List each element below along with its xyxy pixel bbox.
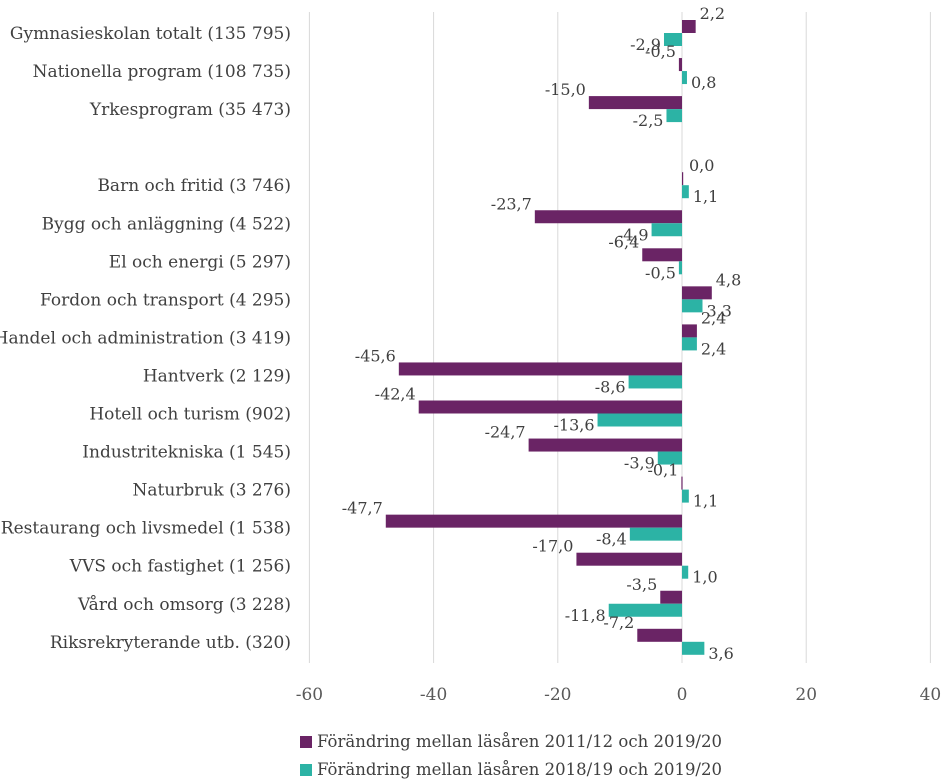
category-label: Bygg och anläggning (4 522) [42, 214, 291, 234]
bar-series1 [418, 400, 682, 414]
bar-series1 [682, 20, 696, 33]
value-label-series1: -42,4 [375, 385, 416, 404]
bar-series2 [628, 375, 682, 389]
x-tick-label: -40 [420, 685, 447, 705]
x-tick-label: 0 [677, 685, 688, 705]
value-label-series2: -0,5 [645, 263, 676, 282]
legend-label-series2: Förändring mellan läsåren 2018/19 och 20… [317, 760, 722, 779]
category-label: Barn och fritid (3 746) [97, 176, 291, 196]
category-label: Gymnasieskolan totalt (135 795) [10, 24, 291, 44]
value-label-series2: -2,9 [630, 35, 661, 54]
category-label: Vård och omsorg (3 228) [77, 595, 291, 615]
legend-item-series1: Förändring mellan läsåren 2011/12 och 20… [300, 732, 722, 751]
bar-series1 [682, 172, 684, 186]
bar-series1 [682, 324, 697, 338]
value-label-series1: -23,7 [491, 194, 532, 213]
category-label: Naturbruk (3 276) [132, 481, 291, 501]
value-label-series1: -7,2 [603, 613, 634, 632]
bar-series2 [682, 185, 689, 199]
bar-series2 [682, 71, 687, 85]
value-label-series2: 1,1 [693, 187, 718, 206]
value-label-series1: -0,1 [648, 461, 679, 480]
bar-series1 [678, 58, 682, 72]
bar-series1 [682, 286, 712, 300]
legend-swatch-series2 [300, 763, 312, 776]
bar-series1 [528, 438, 682, 452]
value-label-series2: 2,4 [701, 339, 726, 358]
value-label-series1: 0,0 [689, 156, 714, 175]
category-label: Yrkesprogram (35 473) [89, 100, 291, 120]
bar-series2 [597, 413, 682, 427]
value-label-series1: -3,5 [626, 575, 657, 594]
bar-series1 [534, 210, 682, 224]
legend-item-series2: Förändring mellan läsåren 2018/19 och 20… [300, 760, 722, 779]
bar-series2 [678, 261, 682, 275]
value-label-series1: 4,8 [716, 270, 741, 289]
value-label-series1: -45,6 [355, 346, 396, 365]
category-label: VVS och fastighet (1 256) [69, 557, 291, 577]
bar-series2 [651, 223, 682, 237]
value-label-series2: -8,6 [595, 377, 626, 396]
value-label-series2: -13,6 [554, 416, 595, 435]
bar-series2 [663, 33, 682, 46]
value-label-series1: -15,0 [545, 80, 586, 99]
value-label-series1: -17,0 [532, 537, 573, 556]
x-tick-label: 20 [795, 685, 817, 705]
bar-series2 [682, 565, 689, 579]
category-label: Fordon och transport (4 295) [40, 290, 291, 310]
value-label-series1: -6,4 [608, 232, 639, 251]
value-label-series2: 0,8 [691, 73, 716, 92]
value-label-series2: -2,5 [633, 111, 664, 130]
bar-series2 [608, 603, 682, 617]
bar-series2 [682, 337, 697, 351]
bar-series2 [629, 527, 682, 541]
category-label: El och energi (5 297) [109, 252, 291, 272]
bar-series1 [588, 96, 682, 110]
category-label: Hantverk (2 129) [143, 366, 291, 386]
bar-series2 [682, 641, 705, 655]
value-label-series1: 2,4 [701, 308, 726, 327]
value-label-series2: 1,0 [692, 568, 717, 587]
category-label: Handel och administration (3 419) [0, 328, 291, 348]
legend-swatch-series1 [300, 735, 312, 748]
value-label-series2: -3,9 [624, 454, 655, 473]
bar-series1 [681, 476, 683, 490]
x-tick-label: -20 [544, 685, 571, 705]
value-label-series2: 3,3 [706, 301, 731, 320]
value-label-series2: -11,8 [565, 606, 606, 625]
category-label: Industritekniska (1 545) [82, 443, 291, 463]
bar-series2 [657, 451, 682, 465]
bar-series1 [398, 362, 682, 376]
bar-series2 [682, 489, 689, 503]
bar-series1 [637, 628, 682, 642]
value-label-series1: -47,7 [342, 499, 383, 518]
category-label: Nationella program (108 735) [33, 62, 291, 82]
value-label-series1: -24,7 [485, 423, 526, 442]
category-label: Hotell och turism (902) [89, 405, 291, 425]
bars [385, 20, 712, 655]
category-labels: Gymnasieskolan totalt (135 795) Nationell… [0, 24, 291, 653]
value-label-series2: 1,1 [693, 492, 718, 511]
category-label: Riksrekryterande utb. (320) [50, 633, 291, 653]
value-label-series2: -8,4 [596, 530, 627, 549]
category-label: Restaurang och livsmedel (1 538) [1, 519, 291, 539]
x-tick-label: -60 [296, 685, 323, 705]
bar-series2 [666, 109, 682, 123]
bar-series1 [642, 248, 682, 262]
value-label-series1: 2,2 [700, 4, 725, 23]
value-label-series2: -4,9 [618, 225, 649, 244]
value-label-series1: -0,5 [645, 42, 676, 61]
bar-series1 [576, 552, 682, 566]
legend-label-series1: Förändring mellan läsåren 2011/12 och 20… [317, 732, 722, 751]
value-labels: 2,2-2,9-0,50,8-15,0-2,50,01,1-23,7-4,9-6… [342, 4, 742, 663]
value-label-series2: 3,6 [708, 644, 733, 663]
x-axis-ticks: -60 -40 -20 0 20 40 [296, 685, 942, 705]
bar-series2 [682, 299, 703, 313]
bar-series1 [660, 590, 682, 604]
x-tick-label: 40 [920, 685, 942, 705]
bar-series1 [385, 514, 682, 528]
